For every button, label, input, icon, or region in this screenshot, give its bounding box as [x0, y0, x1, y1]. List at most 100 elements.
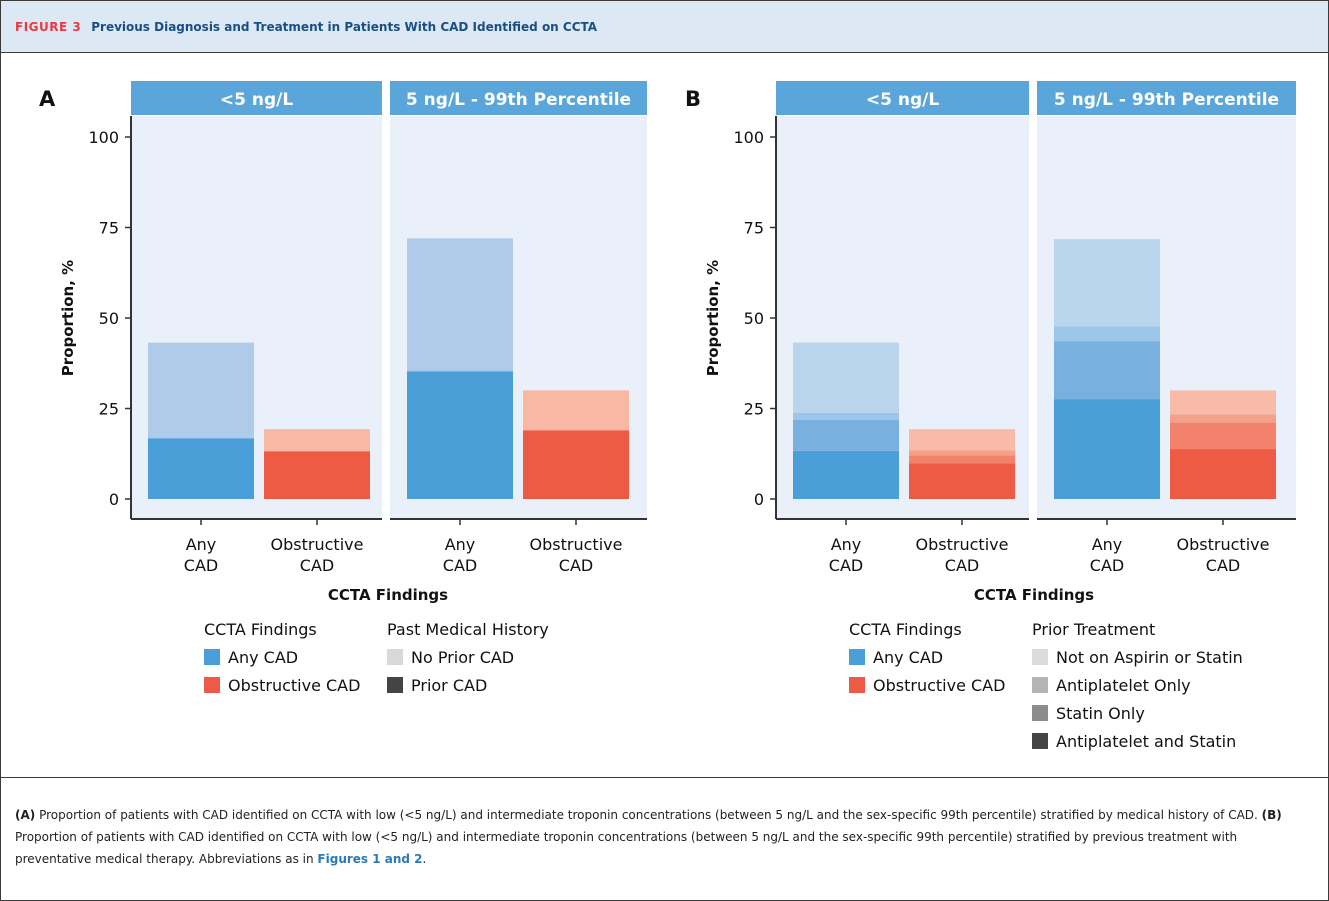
- bar-segment: [1170, 422, 1276, 450]
- legend-swatch: [1032, 677, 1048, 693]
- x-tick-label: CAD: [945, 556, 979, 575]
- legend-swatch: [387, 649, 403, 665]
- bar-segment: [909, 450, 1015, 456]
- x-tick-label: Any: [1092, 535, 1123, 554]
- legend-label: Antiplatelet and Statin: [1056, 732, 1236, 751]
- y-tick-label: 50: [99, 309, 119, 328]
- y-tick-label: 75: [99, 219, 119, 238]
- bar-segment: [909, 455, 1015, 464]
- bar-segment: [793, 450, 899, 499]
- bar-segment: [1054, 399, 1160, 499]
- caption-a-label: (A): [15, 808, 36, 822]
- facet-strip: [776, 81, 1029, 115]
- x-tick-label: CAD: [559, 556, 593, 575]
- x-tick-label: CAD: [1090, 556, 1124, 575]
- legend-label: Prior CAD: [411, 676, 487, 695]
- legend-label: Antiplatelet Only: [1056, 676, 1191, 695]
- caption-b-label: (B): [1261, 808, 1282, 822]
- legend-label: No Prior CAD: [411, 648, 514, 667]
- facet-strip: [390, 81, 647, 115]
- bar-segment: [793, 419, 899, 451]
- y-tick-label: 0: [754, 490, 764, 509]
- legend-swatch: [849, 649, 865, 665]
- caption-end: .: [422, 852, 427, 867]
- x-tick-label: CAD: [300, 556, 334, 575]
- x-tick-label: Any: [186, 535, 217, 554]
- chart-area: A <5 ng/L Any CAD Obstructive CAD 5 ng/L - 99t…: [1, 53, 1329, 777]
- bar-segment: [909, 463, 1015, 499]
- legend-label: Any CAD: [873, 648, 943, 667]
- figure-label: FIGURE 3: [15, 19, 82, 34]
- bar-segment: [793, 412, 899, 420]
- y-axis-title: Proportion, %: [59, 260, 77, 376]
- bar-segment: [1170, 414, 1276, 423]
- caption-a-text: Proportion of patients with CAD identifi…: [35, 808, 1262, 822]
- bar-segment: [1054, 341, 1160, 400]
- figure-title: Previous Diagnosis and Treatment in Pati…: [91, 19, 598, 34]
- bar-segment: [523, 390, 629, 431]
- x-axis-title: CCTA Findings: [328, 586, 448, 604]
- figure-caption: (A) Proportion of patients with CAD iden…: [1, 777, 1328, 900]
- legend-swatch: [1032, 733, 1048, 749]
- facet-strip: [131, 81, 382, 115]
- x-tick-label: CAD: [1206, 556, 1240, 575]
- legend-swatch: [849, 677, 865, 693]
- facet-strip-label: <5 ng/L: [220, 90, 293, 110]
- y-tick-label: 50: [744, 309, 764, 328]
- x-tick-label: Obstructive: [530, 535, 623, 554]
- bar-segment: [148, 342, 254, 439]
- x-tick-label: Obstructive: [916, 535, 1009, 554]
- bar-segment: [1170, 390, 1276, 415]
- facet-strip-label: 5 ng/L - 99th Percentile: [406, 90, 631, 110]
- bar-segment: [793, 342, 899, 413]
- legend-title: CCTA Findings: [849, 620, 962, 639]
- x-tick-label: CAD: [829, 556, 863, 575]
- x-axis-title: CCTA Findings: [974, 586, 1094, 604]
- legend-swatch: [204, 649, 220, 665]
- legend-swatch: [387, 677, 403, 693]
- bar-segment: [1054, 326, 1160, 342]
- legend-label: Obstructive CAD: [873, 676, 1005, 695]
- facet-strip: [1037, 81, 1296, 115]
- y-tick-label: 25: [99, 400, 119, 419]
- legend-title: Prior Treatment: [1032, 620, 1155, 639]
- panel-letter-a: A: [39, 87, 56, 111]
- y-tick-label: 0: [109, 490, 119, 509]
- y-tick-label: 100: [733, 128, 764, 147]
- facet-strip-label: <5 ng/L: [866, 90, 939, 110]
- legend-label: Not on Aspirin or Statin: [1056, 648, 1243, 667]
- legend-title: CCTA Findings: [204, 620, 317, 639]
- bar-segment: [264, 429, 370, 452]
- facet-strip-label: 5 ng/L - 99th Percentile: [1054, 90, 1279, 110]
- bar-segment: [407, 238, 513, 372]
- caption-b-text: Proportion of patients with CAD identifi…: [15, 830, 1238, 867]
- y-tick-label: 75: [744, 219, 764, 238]
- bar-segment: [407, 371, 513, 499]
- legend-label: Statin Only: [1056, 704, 1145, 723]
- figure-header: FIGURE 3 Previous Diagnosis and Treatmen…: [1, 1, 1328, 53]
- y-tick-label: 100: [88, 128, 119, 147]
- bar-segment: [1054, 239, 1160, 327]
- bar-segment: [148, 438, 254, 499]
- y-axis-title: Proportion, %: [704, 260, 722, 376]
- panel-letter-b: B: [685, 87, 701, 111]
- bar-segment: [523, 430, 629, 499]
- legend-title: Past Medical History: [387, 620, 549, 639]
- x-tick-label: Obstructive: [1177, 535, 1270, 554]
- x-tick-label: Any: [831, 535, 862, 554]
- legend-swatch: [1032, 705, 1048, 721]
- bar-segment: [264, 451, 370, 499]
- x-tick-label: Any: [445, 535, 476, 554]
- legend-swatch: [1032, 649, 1048, 665]
- x-tick-label: Obstructive: [271, 535, 364, 554]
- x-tick-label: CAD: [443, 556, 477, 575]
- chart-svg: A <5 ng/L Any CAD Obstructive CAD 5 ng/L - 99t…: [39, 81, 1296, 751]
- legend-label: Any CAD: [228, 648, 298, 667]
- bar-segment: [909, 429, 1015, 451]
- x-tick-label: CAD: [184, 556, 218, 575]
- legend-swatch: [204, 677, 220, 693]
- caption-figure-link[interactable]: Figures 1 and 2: [317, 852, 423, 867]
- legend-label: Obstructive CAD: [228, 676, 360, 695]
- y-tick-label: 25: [744, 400, 764, 419]
